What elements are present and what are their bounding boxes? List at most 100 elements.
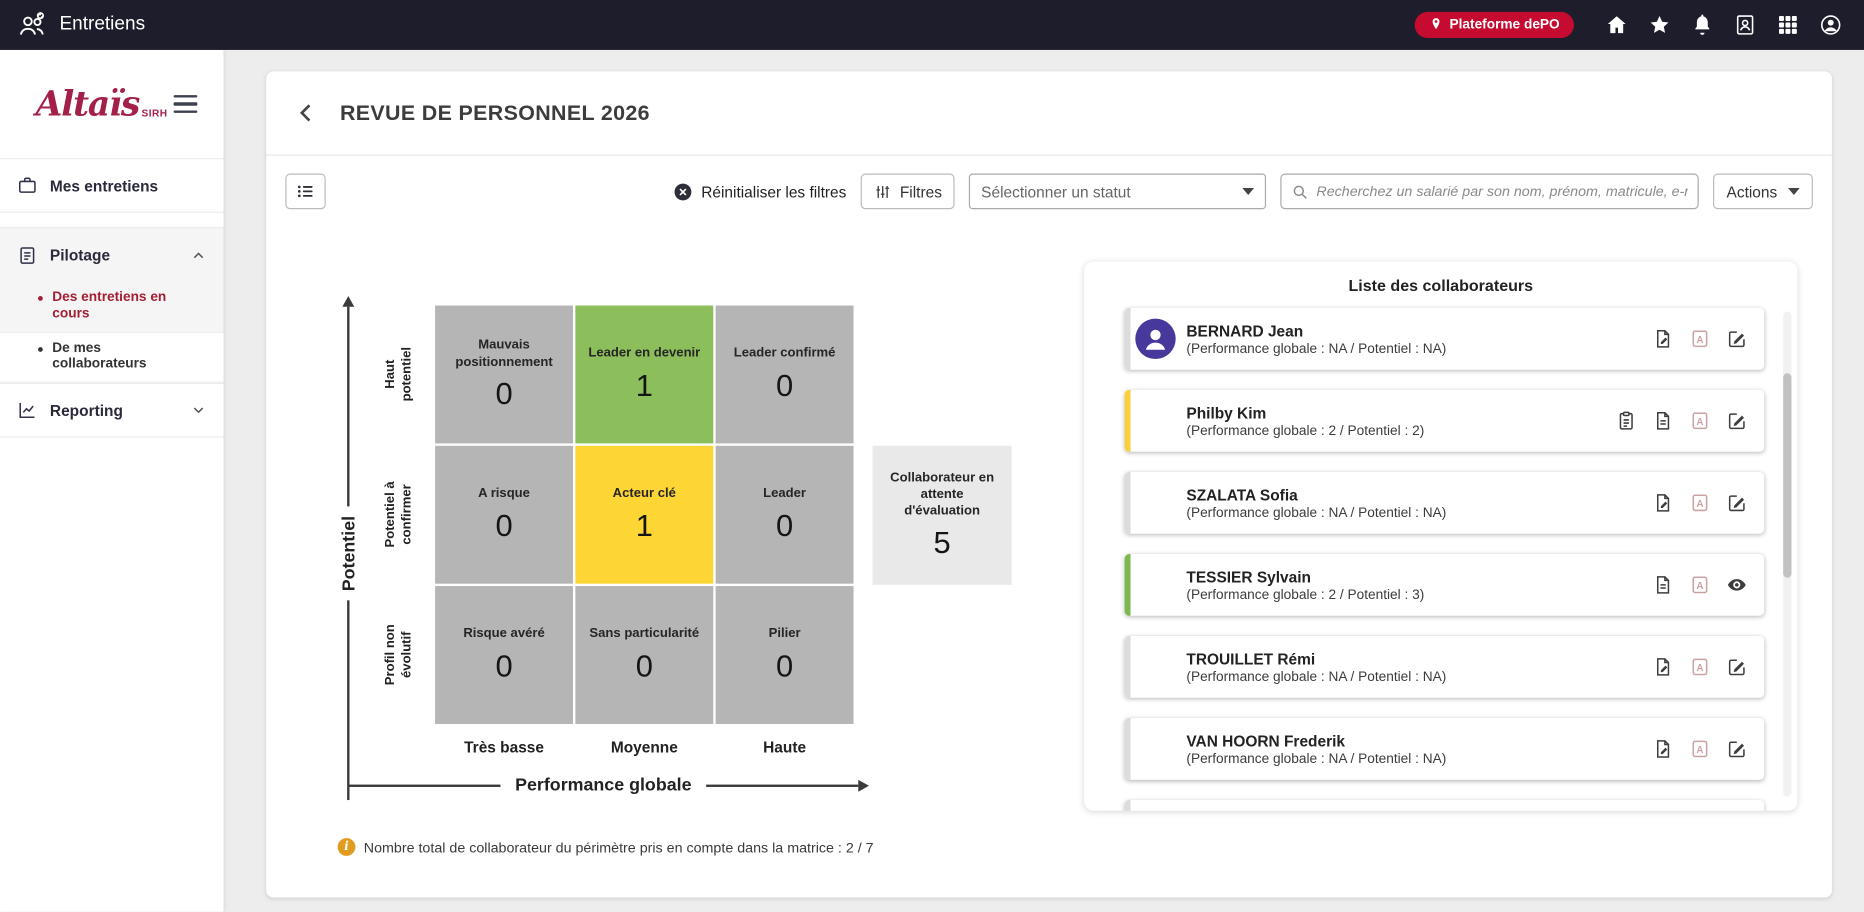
x-axis-label: Performance globale xyxy=(515,775,692,796)
clipboard-icon[interactable] xyxy=(1616,410,1637,431)
sidebar-nav: Mes entretiens Pilotage xyxy=(0,158,224,438)
account-icon[interactable] xyxy=(1819,13,1843,37)
file-edit-icon[interactable] xyxy=(1652,656,1673,677)
svg-text:A: A xyxy=(1696,581,1703,592)
actions-button[interactable]: Actions xyxy=(1713,173,1813,210)
collaborator-card-szalata[interactable]: SZALATA Sofia (Performance globale : NA … xyxy=(1124,471,1765,534)
bullet-icon xyxy=(38,346,43,352)
collaborator-card-philby[interactable]: Philby Kim (Performance globale : 2 / Po… xyxy=(1124,389,1765,452)
sidebar: Altaïs SIRH Mes entretiens xyxy=(0,49,224,912)
edit-icon[interactable] xyxy=(1726,656,1747,677)
avatar xyxy=(1135,318,1176,360)
row-label: Haut potentiel xyxy=(383,347,414,402)
letter-a-file-icon[interactable]: A xyxy=(1689,410,1710,431)
status-select[interactable]: Sélectionner un statut xyxy=(969,173,1267,210)
altais-logo[interactable]: Altaïs SIRH xyxy=(36,87,168,121)
pending-evaluation-box[interactable]: Collaborateur en attente d'évaluation 5 xyxy=(872,445,1012,585)
hamburger-menu-icon[interactable] xyxy=(173,94,198,114)
collaborators-list: BERNARD Jean (Performance globale : NA /… xyxy=(1084,306,1797,811)
collaborator-details: (Performance globale : 2 / Potentiel : 2… xyxy=(1186,423,1425,439)
eye-icon[interactable] xyxy=(1726,574,1747,595)
y-axis-label: Potentiel xyxy=(338,515,359,592)
collaborator-card-van-hoorn[interactable]: VAN HOORN Frederik (Performance globale … xyxy=(1124,718,1765,780)
letter-a-file-icon[interactable]: A xyxy=(1689,656,1710,677)
y-axis-line xyxy=(347,600,350,801)
matrix-cell-risque-avere[interactable]: Risque avéré 0 xyxy=(435,586,573,724)
sidebar-item-mes-entretiens[interactable]: Mes entretiens xyxy=(0,158,224,213)
matrix-cell-acteur-cle[interactable]: Acteur clé 1 xyxy=(575,445,714,584)
edit-icon[interactable] xyxy=(1726,492,1747,513)
matrix-cell-leader-en-devenir[interactable]: Leader en devenir 1 xyxy=(575,305,714,444)
submenu-label: Des entretiens en cours xyxy=(52,290,167,321)
edit-icon[interactable] xyxy=(1726,738,1747,759)
home-icon[interactable] xyxy=(1605,13,1629,37)
toolbar: Réinitialiser les filtres Filtres Sélect… xyxy=(266,156,1832,226)
file-edit-icon[interactable] xyxy=(1652,738,1673,759)
collaborator-card-bernard[interactable]: BERNARD Jean (Performance globale : NA /… xyxy=(1124,307,1765,370)
chevron-down-icon xyxy=(1787,187,1800,195)
menu-label: Mes entretiens xyxy=(49,176,159,195)
scrollbar-thumb[interactable] xyxy=(1783,373,1792,578)
sidebar-item-reporting[interactable]: Reporting xyxy=(0,383,224,438)
menu-spacer xyxy=(0,213,223,227)
y-axis-line xyxy=(347,306,350,507)
footnote-text: Nombre total de collaborateur du périmèt… xyxy=(363,838,874,856)
y-axis: Potentiel xyxy=(333,296,364,801)
reset-filters-button[interactable]: Réinitialiser les filtres xyxy=(673,181,847,201)
matrix-cell-leader[interactable]: Leader 0 xyxy=(715,445,854,584)
reset-filters-label: Réinitialiser les filtres xyxy=(701,182,847,201)
filters-button[interactable]: Filtres xyxy=(860,173,956,210)
search-box[interactable] xyxy=(1280,173,1700,210)
arrow-up-icon xyxy=(342,296,355,307)
collaborator-details: (Performance globale : NA / Potentiel : … xyxy=(1186,341,1447,357)
filters-label: Filtres xyxy=(899,182,942,201)
nine-box-matrix: Potentiel Haut potentiel Potentiel à con… xyxy=(333,296,1070,856)
matrix-col-labels: Très basse Moyenne Haute xyxy=(435,738,853,756)
contacts-icon[interactable] xyxy=(1733,13,1757,37)
sidebar-item-pilotage[interactable]: Pilotage xyxy=(0,227,224,282)
edit-icon[interactable] xyxy=(1726,410,1747,431)
bell-icon[interactable] xyxy=(1690,13,1714,37)
file-edit-icon[interactable] xyxy=(1652,328,1673,349)
back-button[interactable] xyxy=(290,96,323,129)
letter-a-file-icon[interactable]: A xyxy=(1689,574,1710,595)
platform-badge-label: Plateforme dePO xyxy=(1449,17,1560,33)
collaborator-card-trouillet[interactable]: TROUILLET Rémi (Performance globale : NA… xyxy=(1124,635,1765,698)
svg-text:A: A xyxy=(1696,499,1703,510)
topbar: Entretiens Plateforme dePO xyxy=(0,0,1864,50)
collaborator-name: BERNARD Jean xyxy=(1186,321,1304,340)
x-circle-icon xyxy=(673,181,693,201)
file-edit-icon[interactable] xyxy=(1652,492,1673,513)
edit-icon[interactable] xyxy=(1726,328,1747,349)
letter-a-file-icon[interactable]: A xyxy=(1689,492,1710,513)
matrix-cell-leader-confirme[interactable]: Leader confirmé 0 xyxy=(715,305,854,444)
svg-text:A: A xyxy=(1696,417,1703,428)
sidebar-item-des-entretiens-en-cours[interactable]: Des entretiens en cours xyxy=(0,281,224,332)
star-icon[interactable] xyxy=(1648,13,1672,37)
status-accent-bar xyxy=(1124,389,1131,452)
file-icon[interactable] xyxy=(1652,574,1673,595)
scrollbar-track[interactable] xyxy=(1783,311,1792,797)
letter-a-file-icon[interactable]: A xyxy=(1689,328,1710,349)
collaborator-card-partial[interactable] xyxy=(1124,800,1765,811)
matrix-footnote: i Nombre total de collaborateur du périm… xyxy=(337,838,1070,856)
matrix-cell-mauvais-positionnement[interactable]: Mauvais positionnement 0 xyxy=(435,305,573,444)
letter-a-file-icon[interactable]: A xyxy=(1689,738,1710,759)
list-view-button[interactable] xyxy=(285,173,326,210)
submenu-label: De mes collaborateurs xyxy=(52,340,147,372)
matrix-cell-a-risque[interactable]: A risque 0 xyxy=(435,445,573,584)
search-input[interactable] xyxy=(1316,183,1689,200)
menu-label: Pilotage xyxy=(49,246,111,264)
collaborator-card-tessier[interactable]: TESSIER Sylvain (Performance globale : 2… xyxy=(1124,553,1765,616)
filter-sliders-icon xyxy=(874,182,892,200)
platform-badge-button[interactable]: Plateforme dePO xyxy=(1415,11,1574,39)
sidebar-item-de-mes-collaborateurs[interactable]: De mes collaborateurs xyxy=(0,331,224,384)
apps-grid-icon[interactable] xyxy=(1776,13,1800,37)
topbar-actions: Plateforme dePO xyxy=(1415,11,1843,39)
file-icon[interactable] xyxy=(1652,410,1673,431)
matrix-cell-pilier[interactable]: Pilier 0 xyxy=(715,586,854,724)
matrix-cell-sans-particularite[interactable]: Sans particularité 0 xyxy=(575,586,714,724)
list-icon xyxy=(295,181,316,202)
toolbar-right: Réinitialiser les filtres Filtres Sélect… xyxy=(673,173,1813,210)
